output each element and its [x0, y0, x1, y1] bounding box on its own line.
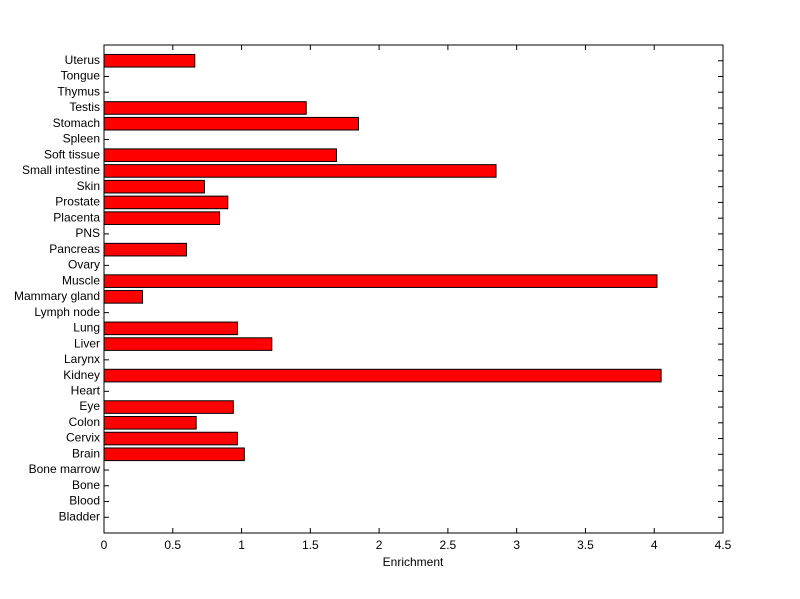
- bar: [103, 179, 205, 194]
- y-tick-label: Larynx: [64, 352, 100, 366]
- y-tick-label: Bladder: [59, 509, 100, 523]
- bar: [103, 368, 662, 383]
- bar: [103, 321, 238, 336]
- y-tick-label: Mammary gland: [14, 289, 100, 303]
- y-tick-label: Kidney: [63, 368, 100, 382]
- x-tick-label: 2: [376, 538, 383, 552]
- y-tick-label: Eye: [79, 399, 100, 413]
- x-tick-label: 0.5: [164, 538, 181, 552]
- x-tick-label: 2.5: [440, 538, 457, 552]
- y-tick-label: Prostate: [55, 195, 100, 209]
- x-tick-label: 0: [101, 538, 108, 552]
- bar: [103, 101, 307, 115]
- y-tick-label: Lung: [73, 321, 100, 335]
- y-tick-label: Colon: [69, 415, 100, 429]
- y-tick-label: Skin: [77, 179, 100, 193]
- y-tick-label: Cervix: [66, 431, 100, 445]
- y-tick-label: Muscle: [62, 273, 100, 287]
- y-tick-label: Uterus: [65, 53, 100, 67]
- y-tick-label: Spleen: [63, 132, 100, 146]
- y-tick-label: Blood: [69, 494, 100, 508]
- x-tick-label: 3.5: [577, 538, 594, 552]
- bar: [103, 416, 197, 430]
- y-tick-label: Lymph node: [34, 305, 100, 319]
- y-tick-label: Heart: [71, 383, 101, 397]
- y-tick-label: Liver: [74, 336, 100, 350]
- bar: [103, 290, 144, 304]
- plot-frame: [103, 44, 724, 534]
- bar: [103, 195, 229, 210]
- x-tick-label: 3: [513, 538, 520, 552]
- y-tick-label: Tongue: [61, 69, 101, 83]
- y-tick-label: Ovary: [68, 258, 100, 272]
- bar: [103, 431, 238, 446]
- x-tick-label: 1.5: [302, 538, 319, 552]
- y-tick-label: Soft tissue: [44, 147, 100, 161]
- x-axis-label: Enrichment: [383, 555, 444, 569]
- bar: [103, 447, 245, 462]
- bar: [103, 242, 188, 257]
- bar: [103, 211, 221, 225]
- y-tick-label: Bone: [72, 478, 100, 492]
- bar: [103, 164, 497, 178]
- bar: [103, 116, 359, 131]
- x-tick-label: 4: [651, 538, 658, 552]
- bar: [103, 337, 273, 351]
- bar: [103, 148, 337, 162]
- x-tick-label: 4.5: [715, 538, 732, 552]
- y-tick-label: PNS: [75, 226, 100, 240]
- y-tick-label: Small intestine: [22, 163, 100, 177]
- y-tick-label: Bone marrow: [29, 462, 101, 476]
- y-tick-label: Pancreas: [49, 242, 100, 256]
- x-tick-label: 1: [238, 538, 245, 552]
- bar: [103, 53, 196, 68]
- y-tick-label: Thymus: [57, 84, 100, 98]
- bar: [103, 400, 234, 414]
- y-tick-label: Placenta: [53, 210, 100, 224]
- y-tick-label: Testis: [69, 100, 100, 114]
- y-tick-label: Stomach: [53, 116, 100, 130]
- y-tick-label: Brain: [72, 446, 100, 460]
- bar: [103, 274, 658, 288]
